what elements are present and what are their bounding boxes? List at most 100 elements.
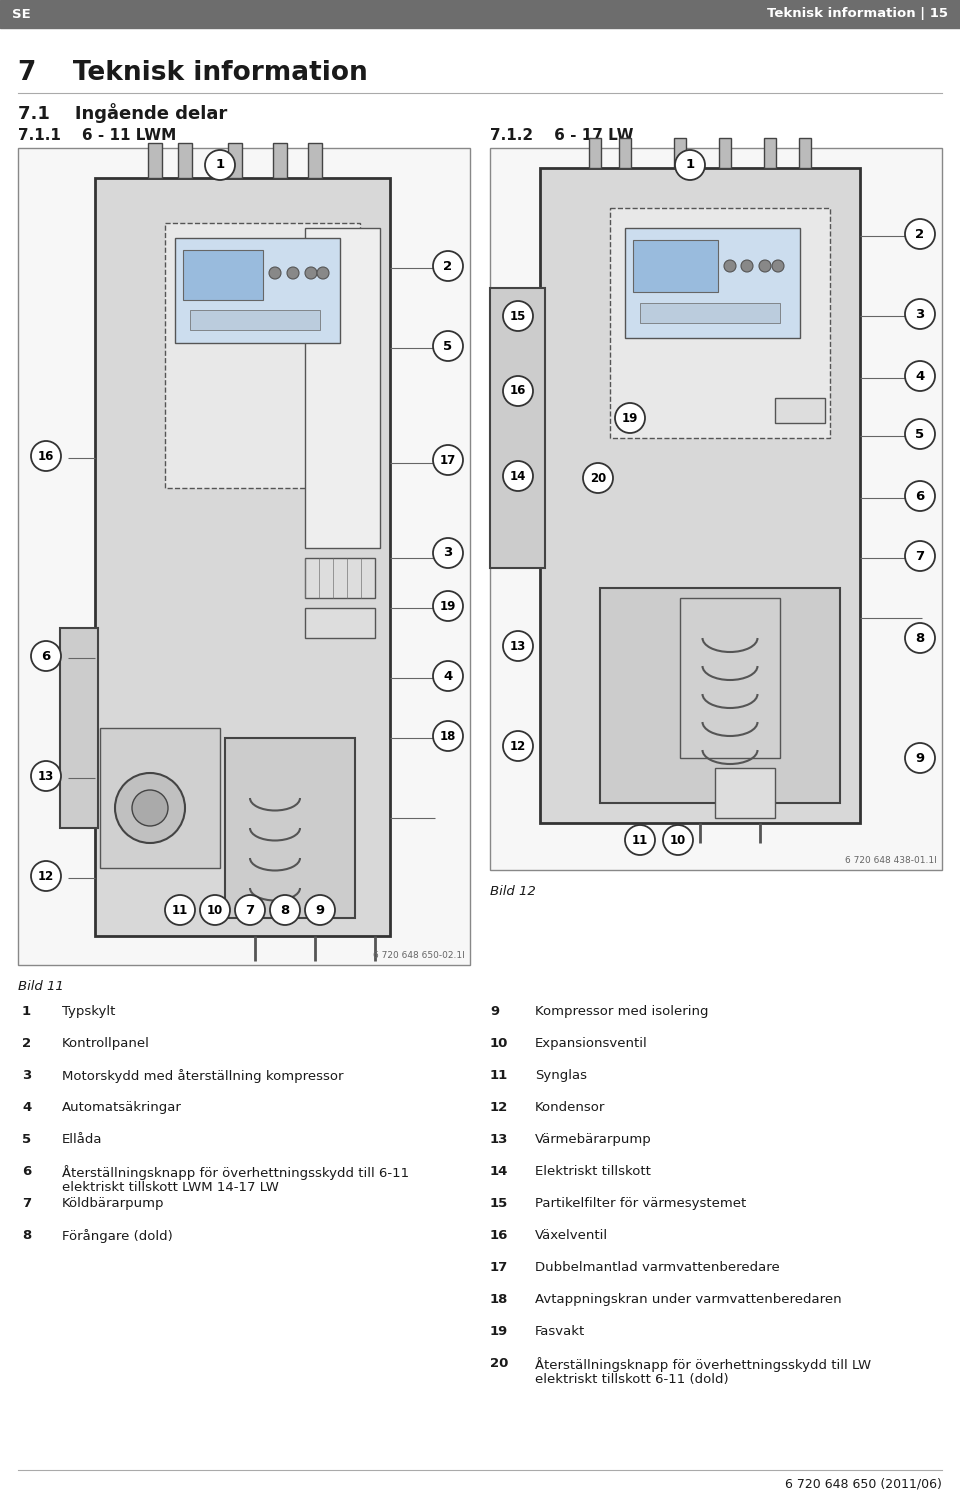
Text: Värmebärarpump: Värmebärarpump [535, 1133, 652, 1146]
Circle shape [905, 743, 935, 774]
Bar [719, 138, 731, 168]
Bar [308, 143, 322, 179]
Bar [100, 728, 220, 868]
Circle shape [759, 260, 771, 272]
Text: Växelventil: Växelventil [535, 1229, 608, 1242]
Text: Dubbelmantlad varmvattenberedare: Dubbelmantlad varmvattenberedare [535, 1262, 780, 1274]
Text: Fasvakt: Fasvakt [535, 1325, 586, 1338]
Text: 14: 14 [510, 470, 526, 482]
Text: 6: 6 [22, 1166, 32, 1178]
Circle shape [305, 267, 317, 279]
Circle shape [663, 825, 693, 855]
Text: 7: 7 [916, 550, 924, 563]
Text: Kontrollpanel: Kontrollpanel [62, 1036, 150, 1050]
Text: 10: 10 [206, 904, 223, 916]
Bar [190, 309, 320, 330]
Circle shape [433, 590, 463, 620]
Text: Typskylt: Typskylt [62, 1005, 115, 1018]
Circle shape [503, 631, 533, 661]
Text: 13: 13 [510, 640, 526, 652]
Circle shape [433, 251, 463, 281]
Text: Bild 11: Bild 11 [18, 979, 63, 993]
Text: 17: 17 [490, 1262, 508, 1274]
Text: Automatsäkringar: Automatsäkringar [62, 1101, 181, 1114]
Text: 11: 11 [490, 1069, 508, 1081]
Circle shape [165, 895, 195, 925]
Circle shape [905, 219, 935, 249]
Text: 16: 16 [510, 385, 526, 398]
Text: elektriskt tillskott 6-11 (dold): elektriskt tillskott 6-11 (dold) [535, 1373, 729, 1386]
Bar [228, 143, 242, 179]
Text: 9: 9 [316, 904, 324, 916]
Bar [540, 168, 860, 823]
Text: 6 720 648 650-02.1I: 6 720 648 650-02.1I [373, 951, 465, 960]
Bar [95, 179, 390, 936]
Bar [60, 628, 98, 828]
Text: Kondensor: Kondensor [535, 1101, 606, 1114]
Circle shape [905, 541, 935, 571]
Text: Expansionsventil: Expansionsventil [535, 1036, 648, 1050]
Circle shape [503, 731, 533, 762]
Circle shape [433, 538, 463, 568]
Circle shape [433, 330, 463, 360]
Text: 11: 11 [632, 834, 648, 847]
Circle shape [200, 895, 230, 925]
Text: Bild 12: Bild 12 [490, 885, 536, 898]
Circle shape [433, 661, 463, 691]
Text: 2: 2 [916, 227, 924, 240]
Text: 5: 5 [22, 1133, 31, 1146]
Text: 7.1    Ingående delar: 7.1 Ingående delar [18, 104, 228, 123]
Text: 4: 4 [444, 670, 452, 682]
Text: 6 720 648 650 (2011/06): 6 720 648 650 (2011/06) [785, 1478, 942, 1490]
Text: 15: 15 [490, 1197, 508, 1211]
Text: 20: 20 [589, 472, 606, 485]
Text: 9: 9 [916, 751, 924, 765]
Bar [305, 228, 380, 548]
Bar [640, 303, 780, 323]
Text: 13: 13 [490, 1133, 509, 1146]
Bar [178, 143, 192, 179]
Text: 3: 3 [916, 308, 924, 320]
Text: 3: 3 [22, 1069, 32, 1081]
Text: SE: SE [12, 8, 31, 21]
Bar [633, 240, 718, 291]
Text: 19: 19 [490, 1325, 508, 1338]
Circle shape [741, 260, 753, 272]
Circle shape [583, 463, 613, 493]
Circle shape [905, 360, 935, 391]
Text: 8: 8 [916, 631, 924, 644]
Text: 7: 7 [246, 904, 254, 916]
Text: 19: 19 [440, 599, 456, 613]
Text: Återställningsknapp för överhettningsskydd till LW: Återställningsknapp för överhettningssky… [535, 1356, 871, 1371]
Text: 1: 1 [215, 159, 225, 171]
Circle shape [305, 895, 335, 925]
Bar [148, 143, 162, 179]
Text: Ellåda: Ellåda [62, 1133, 103, 1146]
Text: 6 720 648 438-01.1I: 6 720 648 438-01.1I [845, 856, 937, 865]
Text: 12: 12 [37, 870, 54, 883]
Circle shape [503, 376, 533, 406]
Text: 4: 4 [916, 369, 924, 383]
Text: 2: 2 [444, 260, 452, 272]
Text: 16: 16 [490, 1229, 509, 1242]
Text: 5: 5 [444, 339, 452, 353]
Circle shape [433, 445, 463, 475]
Circle shape [31, 762, 61, 792]
Text: 19: 19 [622, 412, 638, 425]
Circle shape [503, 461, 533, 491]
Text: 18: 18 [490, 1293, 509, 1307]
Text: Kompressor med isolering: Kompressor med isolering [535, 1005, 708, 1018]
Text: 1: 1 [685, 159, 695, 171]
Bar [305, 608, 375, 638]
Text: Elektriskt tillskott: Elektriskt tillskott [535, 1166, 651, 1178]
Text: 10: 10 [670, 834, 686, 847]
Bar [175, 237, 340, 342]
Text: 3: 3 [444, 547, 452, 560]
Text: 11: 11 [172, 904, 188, 916]
Text: 7.1.1    6 - 11 LWM: 7.1.1 6 - 11 LWM [18, 128, 177, 143]
Bar [715, 768, 775, 819]
Circle shape [905, 299, 935, 329]
Circle shape [675, 150, 705, 180]
Circle shape [317, 267, 329, 279]
Circle shape [235, 895, 265, 925]
